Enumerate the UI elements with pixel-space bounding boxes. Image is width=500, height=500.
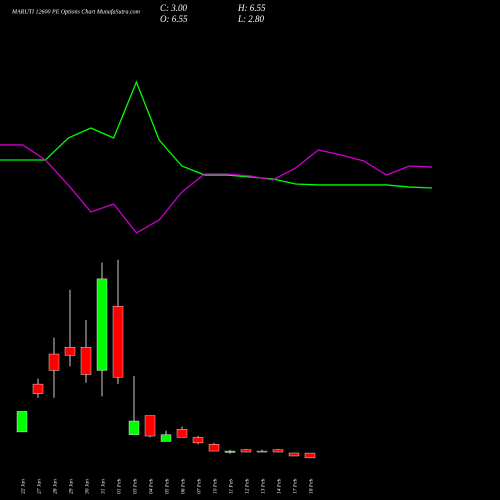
- low-label: L: 2.80: [237, 14, 265, 24]
- candle-body: [208, 444, 220, 452]
- close-label: C: 3.00: [160, 3, 188, 13]
- x-tick-label: 27 Jan: [36, 479, 42, 494]
- candle-body: [48, 353, 60, 371]
- candle-body: [80, 347, 92, 375]
- x-tick-label: 03 Feb: [132, 478, 138, 494]
- candle-body: [224, 450, 236, 453]
- indicator-line: [0, 80, 433, 189]
- x-tick-label: 29 Jan: [68, 479, 74, 494]
- candle-body: [96, 278, 108, 371]
- indicator-line: [0, 144, 433, 234]
- x-tick-label: 01 Feb: [116, 478, 122, 494]
- x-tick-label: 31 Jan: [100, 479, 106, 495]
- x-tick-label: 28 Jan: [52, 479, 58, 494]
- candle-body: [16, 411, 28, 433]
- x-tick-label: 18 Feb: [308, 478, 314, 494]
- x-tick-label: 13 Feb: [260, 478, 266, 494]
- candle-body: [112, 306, 124, 378]
- candle-body: [240, 449, 252, 453]
- candle-body: [256, 450, 268, 453]
- candle-body: [160, 434, 172, 442]
- high-label: H: 6.55: [237, 3, 266, 13]
- candle-body: [304, 452, 316, 459]
- x-tick-label: 17 Feb: [292, 478, 298, 494]
- candle-body: [32, 383, 44, 394]
- x-tick-label: 07 Feb: [196, 478, 202, 494]
- open-label: O: 6.55: [160, 14, 188, 24]
- x-tick-label: 12 Feb: [244, 478, 250, 494]
- candle-body: [192, 437, 204, 444]
- candle-body: [64, 347, 76, 356]
- x-tick-label: 05 Feb: [164, 478, 170, 494]
- x-tick-label: 06 Feb: [180, 478, 186, 494]
- x-tick-label: 30 Jan: [84, 479, 90, 495]
- x-tick-label: 10 Feb: [212, 478, 218, 494]
- x-tick-label: 11 Feb: [228, 479, 234, 494]
- candle-body: [176, 429, 188, 438]
- x-tick-label: 22 Jan: [20, 479, 26, 494]
- x-tick-label: 14 Feb: [275, 478, 282, 494]
- candle-body: [144, 415, 156, 437]
- candle-body: [288, 452, 300, 457]
- chart-title: MARUTI 12600 PE Options Chart MunafaSutr…: [11, 8, 141, 15]
- x-tick-label: 04 Feb: [147, 478, 154, 494]
- candle-body: [272, 449, 284, 453]
- candle-body: [128, 420, 140, 435]
